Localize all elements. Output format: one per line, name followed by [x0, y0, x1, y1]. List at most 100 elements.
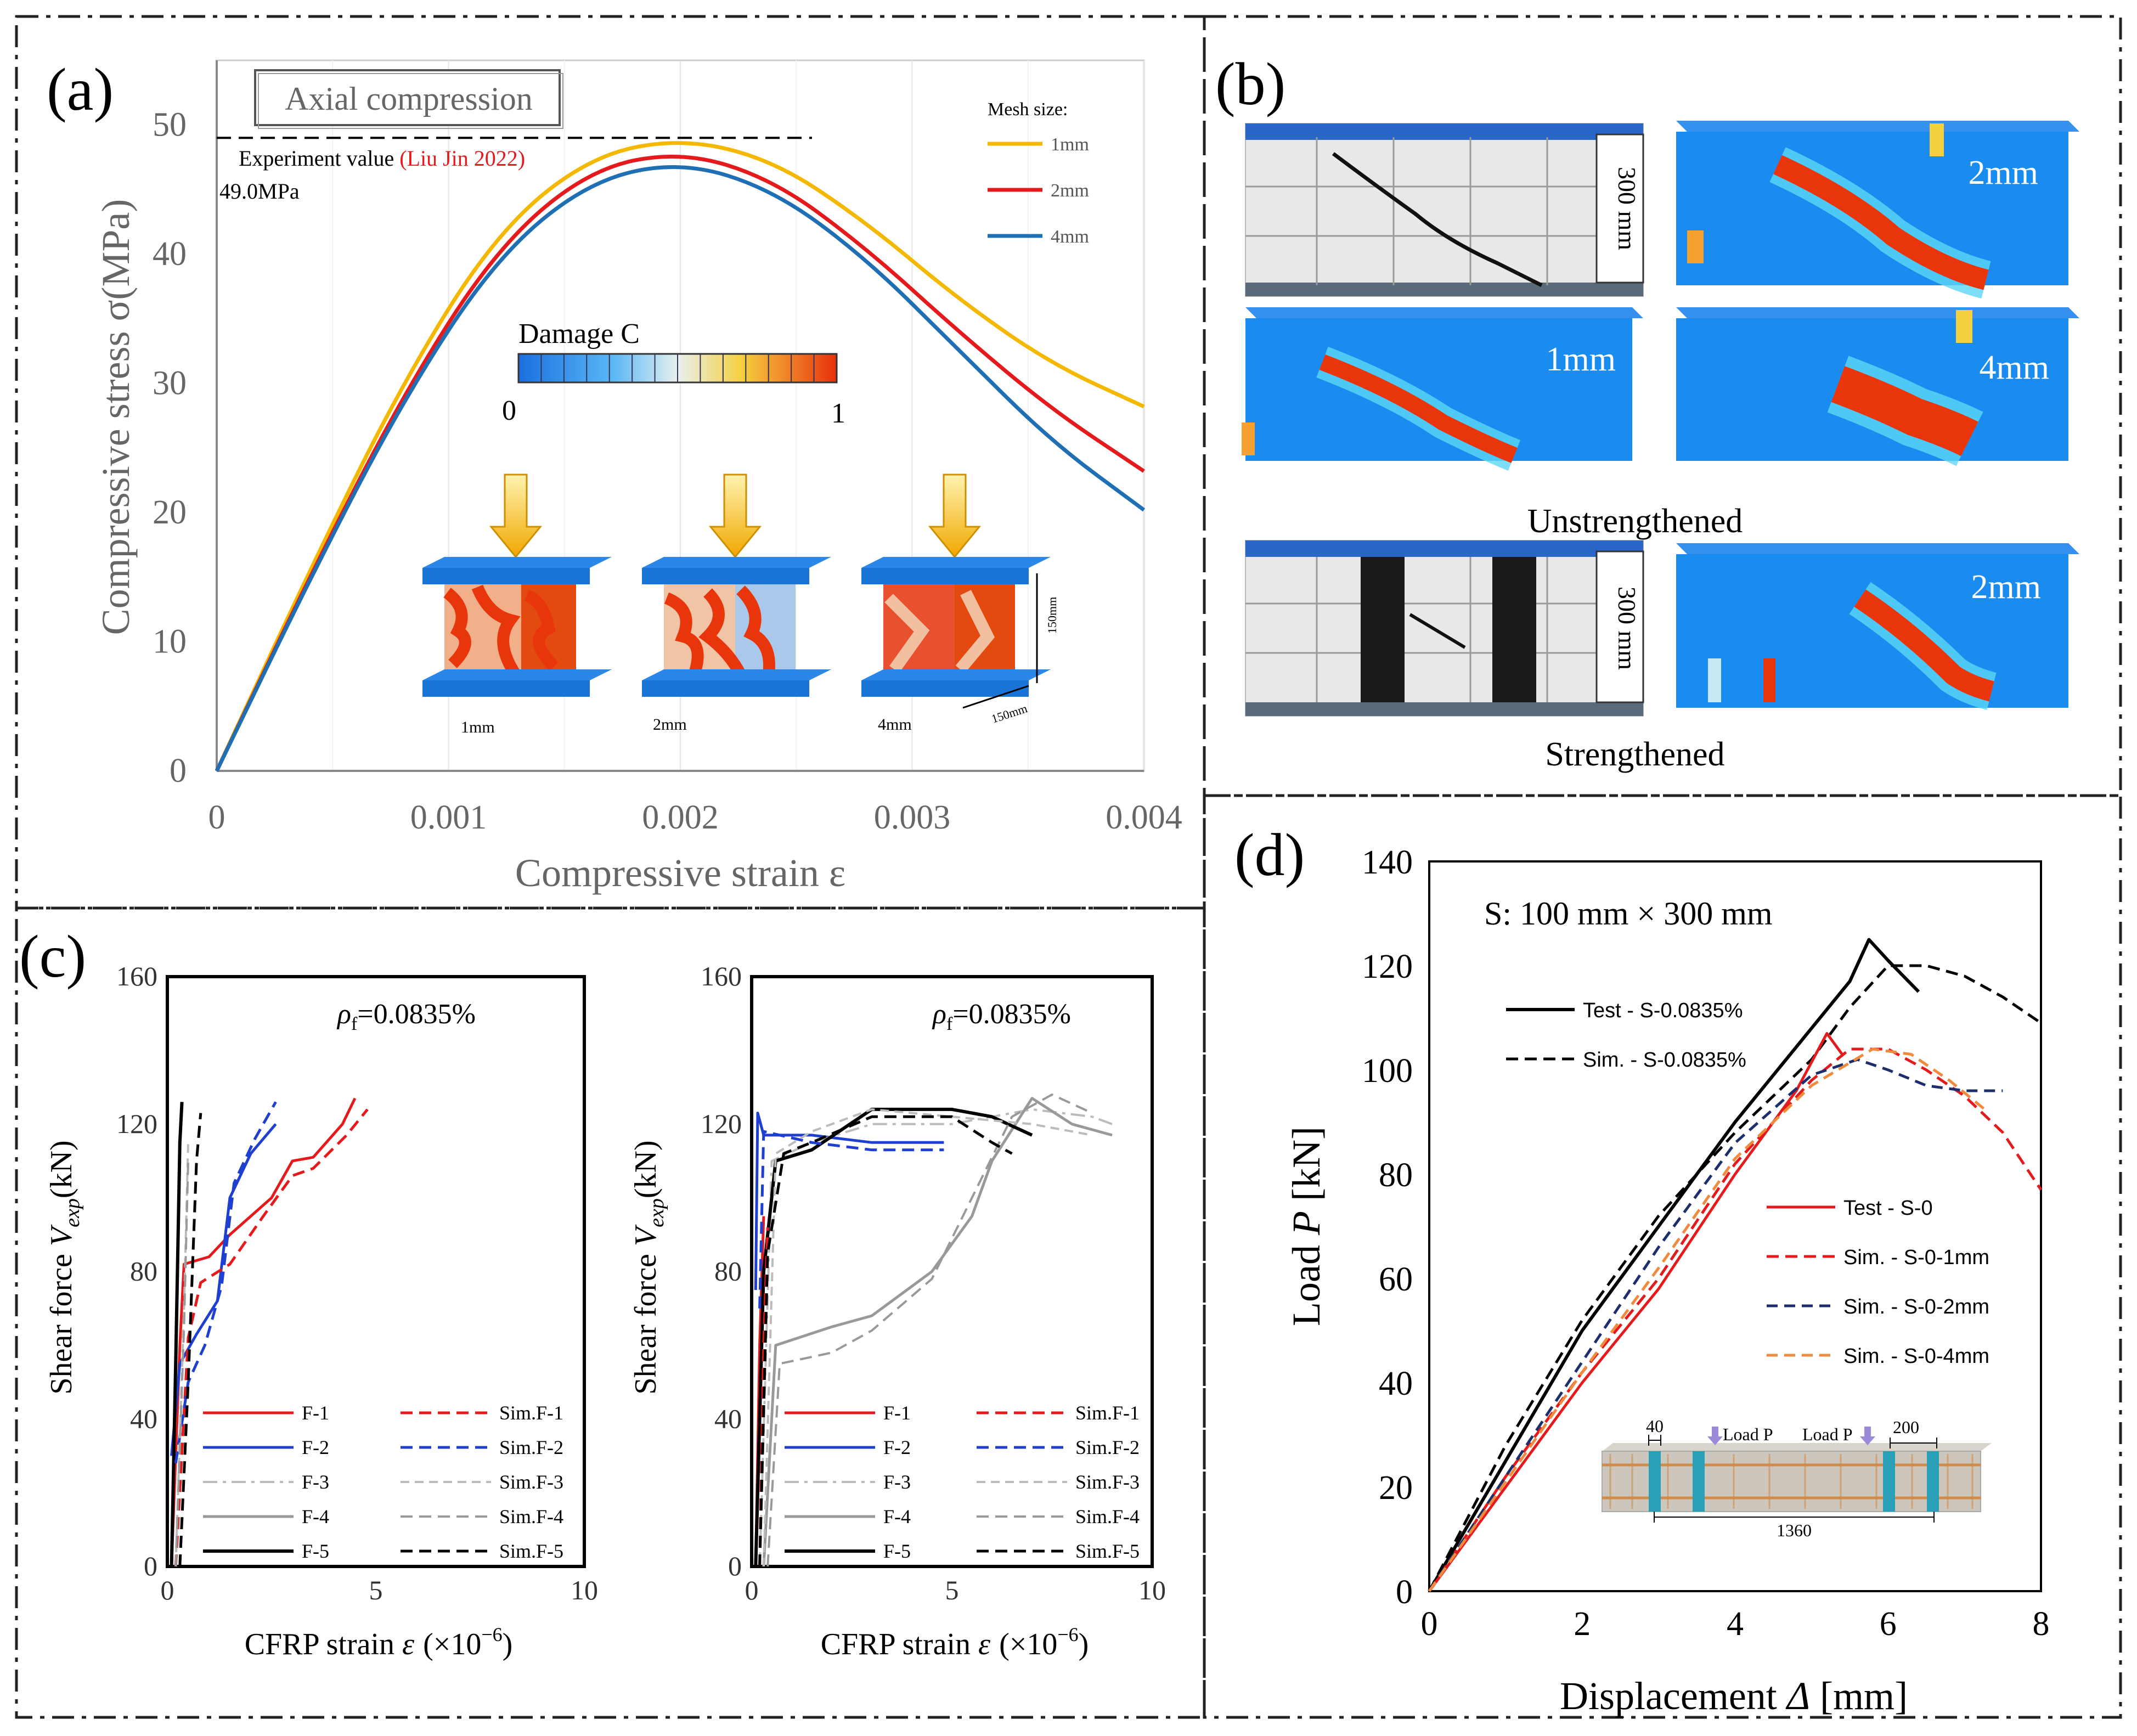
- chart-c-legend-label: Sim.F-5: [499, 1540, 563, 1562]
- chart-c-series-sim-f-5: [758, 1115, 1013, 1567]
- chart-d-series-test-s-0: [1428, 1032, 1843, 1592]
- chart-c-y-tick-label: 40: [714, 1403, 742, 1434]
- fe-cubes: 1mm 2mm 4mm 1: [422, 557, 1059, 736]
- panel-label-c: (c): [19, 923, 86, 990]
- load-arrow-inset-2: [1860, 1427, 1875, 1445]
- chart-a-y-ticks: 0 10 20 30 40 50: [153, 106, 187, 790]
- chart-c-x-tick-label: 5: [369, 1575, 383, 1605]
- panel-d-frame: [1203, 794, 2122, 1719]
- chart-c-legend-label: F-1: [883, 1402, 911, 1424]
- inset-dim-40: 40: [1646, 1416, 1664, 1436]
- chart-d-series-sim-s-0-4mm: [1428, 1047, 1988, 1592]
- load-arrows: [489, 474, 982, 559]
- chart-d-legend-label: Test - S-0: [1843, 1197, 1933, 1220]
- chart-a-title-box: [254, 69, 561, 126]
- chart-c-legend-label: Sim.F-1: [499, 1402, 563, 1424]
- chart-d-y-tick-label: 140: [1362, 844, 1413, 881]
- fe-contour-4mm: 4mm: [1676, 307, 2079, 466]
- chart-a-title: Axial compression: [285, 81, 533, 117]
- chart-c-y-tick-label: 80: [714, 1256, 742, 1287]
- fe-contour-2mm-top: 2mm: [1676, 121, 2079, 298]
- fe-cube-2mm: 2mm: [642, 557, 831, 734]
- panel-label-d: (d): [1234, 821, 1305, 888]
- chart-d-x-label: Displacement Δ [mm]: [1560, 1674, 1908, 1718]
- chart-c-series-sim-f-2: [174, 1101, 277, 1464]
- chart-c-right-y-label: Shear force Vexp(kN): [629, 1140, 668, 1394]
- chart-a-legend-label: 2mm: [1051, 181, 1089, 201]
- chart-a-y-label: Compressive stress σ(MPa): [94, 199, 138, 635]
- chart-c-y-tick-label: 120: [116, 1108, 157, 1139]
- chart-a-y-tick-label: 20: [153, 494, 187, 531]
- chart-d-series-sim-s-0-2mm: [1428, 1058, 2003, 1592]
- chart-c-legend-label: F-3: [302, 1471, 329, 1493]
- photo-strengthened: 300 mm: [1245, 540, 1644, 717]
- chart-a-x-tick-label: 0.003: [874, 799, 951, 836]
- chart-c-y-tick-label: 120: [701, 1108, 742, 1139]
- chart-c-legend-label: Sim.F-2: [1075, 1436, 1140, 1458]
- chart-c-y-tick-label: 160: [701, 961, 742, 991]
- inset-dim-span: 1360: [1777, 1520, 1812, 1540]
- chart-c-legend-label: F-4: [883, 1506, 911, 1528]
- chart-c-left-y-label: Shear force Vexp(kN): [44, 1140, 84, 1394]
- chart-c-legend-label: Sim.F-4: [499, 1506, 563, 1528]
- chart-d-y-label: Load P [kN]: [1284, 1126, 1328, 1326]
- chart-a-y-tick-label: 10: [153, 623, 187, 661]
- caption-strengthened: Strengthened: [1545, 736, 1724, 773]
- photo-unstrengthened: 300 mm: [1245, 123, 1644, 297]
- fe-label-2mm-top: 2mm: [1969, 154, 2038, 191]
- chart-c-left-legend: F-1 F-2 F-3 F-4 F-5 Sim.F-1 Sim.F-2 Sim.F-3 Sim.…: [203, 1402, 563, 1562]
- chart-d-legend-label: Sim. - S-0-4mm: [1843, 1345, 1989, 1368]
- chart-d-legend: Test - S-0.0835% Sim. - S-0.0835% Test - S…: [1506, 999, 1989, 1368]
- chart-a-y-tick-label: 40: [153, 235, 187, 273]
- cube-label-1mm: 1mm: [461, 718, 495, 736]
- chart-d-x-tick-label: 8: [2033, 1605, 2050, 1643]
- chart-c-series-sim-f-3: [762, 1108, 1092, 1567]
- chart-c-series-f-5: [170, 1102, 184, 1567]
- chart-d-series-sim-s-0-0835: [1428, 964, 2042, 1592]
- chart-c-legend-label: Sim.F-2: [499, 1436, 563, 1458]
- inset-load-2: Load P: [1802, 1424, 1853, 1444]
- chart-a-legend-label: 1mm: [1051, 134, 1089, 155]
- load-arrow-2: [708, 474, 762, 559]
- fe-label-4mm: 4mm: [1980, 349, 2049, 386]
- chart-c-series-sim-f-4: [174, 1160, 189, 1567]
- chart-c-right: 0 5 10 0 40 80 120 160 F-1 F-2 F-3 F-4 F-5 Sim.F-1 Si…: [629, 961, 1166, 1661]
- chart-c-series-sim-f-5: [178, 1113, 202, 1567]
- chart-a-series-4mm: [215, 165, 1146, 772]
- colorbar-label: Damage C: [518, 318, 640, 350]
- chart-d-legend-label: Sim. - S-0.0835%: [1583, 1049, 1746, 1072]
- chart-c-right-series: [754, 1094, 1113, 1567]
- chart-a-x-ticks: 0 0.001 0.002 0.003 0.004: [208, 799, 1182, 836]
- inset-load-1: Load P: [1723, 1424, 1773, 1444]
- inset-dim-200: 200: [1893, 1417, 1919, 1437]
- cube-height-label: 150mm: [1045, 597, 1059, 634]
- fe-cube-1mm: 1mm: [422, 557, 612, 736]
- chart-c-right-plot-area: [750, 975, 1154, 1568]
- chart-c-right-x-label: CFRP strain ε (×10−6): [821, 1624, 1089, 1661]
- chart-c-legend-label: F-1: [302, 1402, 329, 1424]
- chart-c-x-tick-label: 5: [945, 1575, 959, 1605]
- chart-c-legend-label: F-2: [883, 1436, 911, 1458]
- chart-d-x-tick-label: 4: [1727, 1605, 1744, 1643]
- chart-c-legend-label: Sim.F-5: [1075, 1540, 1140, 1562]
- chart-c-left-plot-area: [166, 975, 586, 1568]
- chart-c-y-tick-label: 80: [130, 1256, 157, 1287]
- fe-contour-1mm: 1mm: [1242, 307, 1643, 471]
- chart-a-legend: 1mm 2mm 4mm: [988, 134, 1089, 247]
- chart-a-legend-title: Mesh size:: [988, 99, 1068, 120]
- cube-width-dim: [962, 685, 1029, 709]
- chart-c-right-annotation: ρf=0.0835%: [932, 999, 1071, 1034]
- chart-c-y-tick-label: 0: [144, 1551, 157, 1581]
- chart-c-y-tick-label: 0: [728, 1551, 742, 1581]
- chart-d-y-tick-label: 0: [1396, 1574, 1413, 1611]
- chart-c-legend-label: F-3: [883, 1471, 911, 1493]
- chart-a-experiment-label: Experiment value (Liu Jin 2022): [239, 146, 525, 171]
- chart-a-x-tick-label: 0.001: [410, 799, 487, 836]
- chart-d-y-tick-label: 100: [1362, 1052, 1413, 1090]
- chart-a-y-tick-label: 0: [170, 752, 187, 790]
- cube-label-4mm: 4mm: [878, 715, 912, 734]
- chart-c-legend-label: Sim.F-4: [1075, 1506, 1140, 1528]
- photo-dim-label-2: 300 mm: [1613, 587, 1641, 670]
